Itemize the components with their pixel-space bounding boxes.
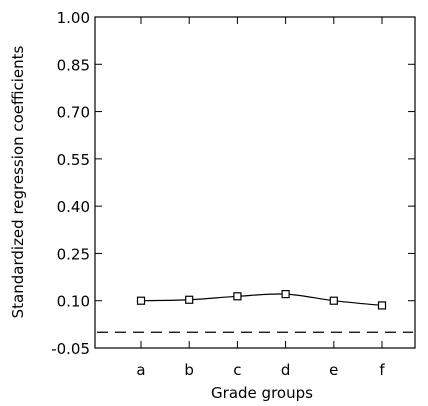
series-markers xyxy=(136,289,387,310)
x-tick-label: e xyxy=(329,361,338,379)
y-tick-label: 0.70 xyxy=(57,104,90,122)
data-point-marker xyxy=(185,295,194,304)
data-point-marker xyxy=(377,301,387,310)
x-axis-title: Grade groups xyxy=(211,384,313,402)
y-tick-label: 0.40 xyxy=(57,198,90,216)
y-tick-label: -0.05 xyxy=(51,340,90,358)
x-tick-label: b xyxy=(184,361,194,379)
x-tick-label: c xyxy=(233,361,241,379)
y-tick-label: 0.55 xyxy=(57,151,90,169)
y-tick-label: 0.10 xyxy=(57,293,90,311)
y-axis-title: Standardized regression coefficients xyxy=(9,45,27,318)
x-tick-label: f xyxy=(379,361,385,379)
data-point-marker xyxy=(329,296,338,305)
x-axis: a b c d e f xyxy=(136,17,385,379)
y-axis: 1.00 0.85 0.70 0.55 0.40 0.25 0.10 -0.05 xyxy=(51,9,415,358)
y-tick-label: 0.85 xyxy=(57,56,90,74)
x-tick-label: a xyxy=(136,361,145,379)
y-tick-label: 0.25 xyxy=(57,245,90,263)
data-point-marker xyxy=(136,296,146,305)
data-point-marker xyxy=(233,292,242,301)
x-tick-label: d xyxy=(281,361,291,379)
series-line xyxy=(140,293,383,307)
plot-frame xyxy=(94,16,416,349)
y-tick-label: 1.00 xyxy=(57,9,90,27)
data-point-marker xyxy=(281,289,290,299)
